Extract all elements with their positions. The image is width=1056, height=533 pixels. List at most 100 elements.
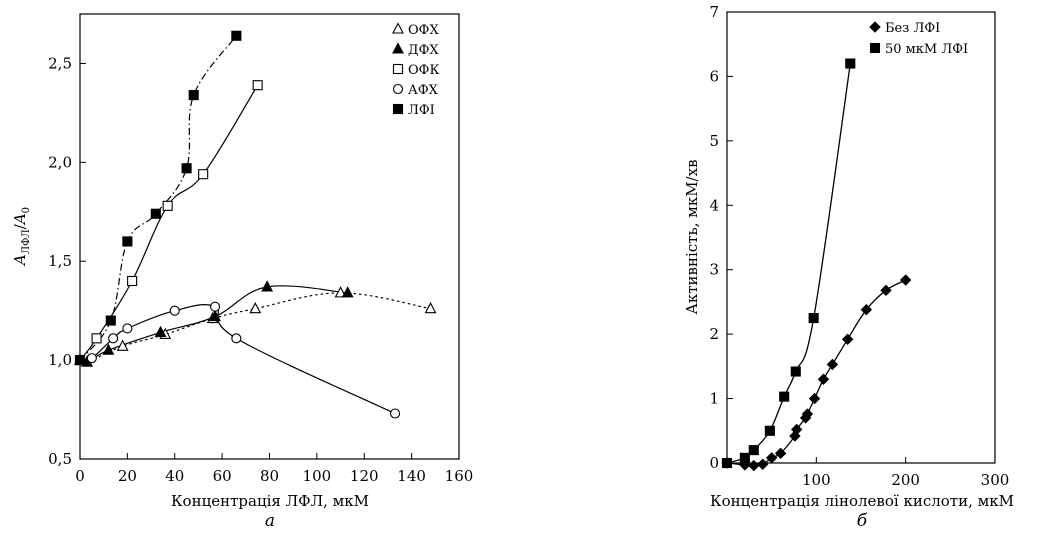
y-label-a-main: A bbox=[11, 254, 29, 267]
y-tick-label-a: 2,5 bbox=[48, 54, 72, 72]
y-tick-label-b: 7 bbox=[709, 3, 719, 21]
data-point-без-лфі bbox=[880, 284, 892, 297]
data-point-без-лфі bbox=[826, 358, 839, 371]
legend-label-лфі: ЛФІ bbox=[408, 103, 435, 118]
data-point-без-лфі bbox=[774, 447, 787, 460]
legend-marker-офх bbox=[392, 22, 404, 34]
series-line-без-лфі bbox=[726, 279, 907, 467]
y-tick-label-b: 0 bbox=[709, 454, 719, 472]
legend-marker-афх bbox=[392, 83, 404, 95]
y-tick-label-b: 6 bbox=[709, 67, 719, 85]
data-point-лфі bbox=[150, 208, 161, 219]
x-tick-label-a: 60 bbox=[213, 467, 232, 485]
legend-a: ОФХ ДФХ ОФК АФХ ЛФІ bbox=[392, 22, 440, 118]
x-axis-label-b: Концентрація лінолевої кислоти, мкМ bbox=[710, 492, 1014, 510]
x-ticks-a: 0 20 40 60 80 100 120 140 160 bbox=[75, 453, 473, 485]
y-tick-label-a: 1,5 bbox=[48, 252, 72, 270]
x-tick-label-b: 300 bbox=[981, 471, 1010, 489]
x-tick-label-b: 100 bbox=[802, 471, 831, 489]
y-tick-label-a: 2,0 bbox=[48, 153, 72, 171]
data-point-50-мкм-лфі bbox=[748, 445, 759, 456]
data-point-офх bbox=[116, 339, 129, 351]
data-point-офк bbox=[252, 80, 263, 91]
legend-marker-50-мкм-лфі bbox=[869, 42, 881, 54]
data-point-50-мкм-лфі bbox=[764, 425, 775, 436]
x-ticks-b: 100 200 300 bbox=[802, 457, 1009, 489]
data-point-афх bbox=[169, 305, 180, 316]
data-point-50-мкм-лфі bbox=[790, 366, 801, 377]
data-point-афх bbox=[86, 353, 97, 364]
data-point-офх bbox=[249, 302, 262, 314]
data-point-лфі bbox=[74, 355, 86, 366]
x-tick-label-a: 160 bbox=[445, 467, 474, 485]
x-tick-label-a: 0 bbox=[75, 467, 85, 485]
x-tick-label-a: 140 bbox=[397, 467, 426, 485]
data-point-лфі bbox=[105, 315, 116, 326]
legend-label-50-мкм-лфі: 50 мкМ ЛФІ bbox=[885, 42, 968, 57]
data-point-без-лфі bbox=[817, 373, 830, 385]
data-point-афх bbox=[389, 408, 401, 419]
y-axis-label-b: Активність, мкМ/хв bbox=[683, 159, 701, 314]
series-line-лфі bbox=[79, 35, 237, 361]
data-point-офк bbox=[198, 169, 209, 180]
series-lines-b bbox=[726, 63, 907, 467]
data-point-лфі bbox=[188, 90, 199, 101]
data-point-дфх bbox=[209, 309, 221, 322]
y-tick-label-b: 4 bbox=[709, 196, 719, 214]
data-point-лфі bbox=[181, 163, 192, 174]
y-axis-label-a: AЛФЛ/A0 bbox=[11, 207, 32, 267]
y-ticks-b: 0 1 2 3 4 5 6 7 bbox=[709, 3, 733, 472]
legend-marker-без-лфі bbox=[869, 21, 881, 33]
series-lines-a bbox=[79, 35, 432, 415]
data-point-дфх bbox=[261, 280, 274, 292]
x-tick-label-a: 80 bbox=[260, 467, 279, 485]
y-tick-label-b: 3 bbox=[709, 261, 719, 279]
chart-panel-a: 0 20 40 60 80 100 120 140 160 0,5 1,0 1,5 2,0 2,5 ОФ… bbox=[11, 13, 473, 531]
series-line-50-мкм-лфі bbox=[726, 63, 851, 464]
legend-label-дфх: ДФХ bbox=[408, 43, 439, 58]
plot-frame-b bbox=[726, 11, 996, 464]
data-point-без-лфі bbox=[899, 274, 912, 286]
series-points-a bbox=[74, 30, 437, 419]
data-point-50-мкм-лфі bbox=[779, 391, 790, 402]
data-point-афх bbox=[122, 323, 133, 334]
legend-label-без-лфі: Без ЛФІ bbox=[885, 21, 940, 36]
data-point-лфі bbox=[122, 236, 133, 247]
data-point-лфі bbox=[231, 30, 242, 41]
legend-marker-лфі bbox=[392, 103, 404, 115]
y-tick-label-a: 0,5 bbox=[48, 450, 72, 468]
plot-frame-a bbox=[79, 13, 460, 460]
data-point-без-лфі bbox=[748, 459, 760, 472]
legend-label-офк: ОФК bbox=[408, 63, 440, 78]
y-label-a-den-sub: 0 bbox=[21, 207, 32, 213]
panel-caption-b: б bbox=[857, 511, 868, 531]
data-point-без-лфі bbox=[765, 452, 778, 464]
chart-panel-b: 100 200 300 0 1 2 3 4 5 6 7 Без ЛФІ 50 мкМ ЛФІ Кон… bbox=[683, 3, 1014, 531]
data-point-без-лфі bbox=[841, 333, 854, 346]
legend-b: Без ЛФІ 50 мкМ ЛФІ bbox=[869, 21, 968, 57]
data-point-афх bbox=[231, 333, 242, 344]
series-line-афх bbox=[79, 304, 396, 415]
data-point-без-лфі bbox=[808, 392, 821, 405]
x-tick-label-a: 120 bbox=[350, 467, 379, 485]
legend-marker-офк bbox=[392, 63, 404, 75]
legend-label-офх: ОФХ bbox=[408, 23, 439, 38]
data-point-50-мкм-лфі bbox=[739, 452, 750, 463]
panel-caption-a: а bbox=[265, 511, 275, 531]
data-point-офк bbox=[91, 333, 102, 344]
data-point-без-лфі bbox=[860, 303, 873, 316]
data-point-50-мкм-лфі bbox=[845, 58, 856, 69]
data-point-афх bbox=[108, 333, 119, 344]
data-point-дфх bbox=[102, 343, 115, 355]
x-tick-label-b: 200 bbox=[891, 471, 920, 489]
data-point-офх bbox=[424, 302, 437, 314]
data-point-афх bbox=[209, 301, 221, 312]
x-tick-label-a: 100 bbox=[303, 467, 332, 485]
x-axis-label-a: Концентрація ЛФЛ, мкМ bbox=[171, 492, 369, 510]
y-tick-label-b: 1 bbox=[709, 390, 719, 408]
x-tick-label-a: 20 bbox=[118, 467, 137, 485]
data-point-офк bbox=[162, 200, 173, 211]
data-point-без-лфі bbox=[801, 408, 814, 420]
data-point-без-лфі bbox=[790, 423, 803, 436]
legend-label-афх: АФХ bbox=[408, 83, 439, 98]
